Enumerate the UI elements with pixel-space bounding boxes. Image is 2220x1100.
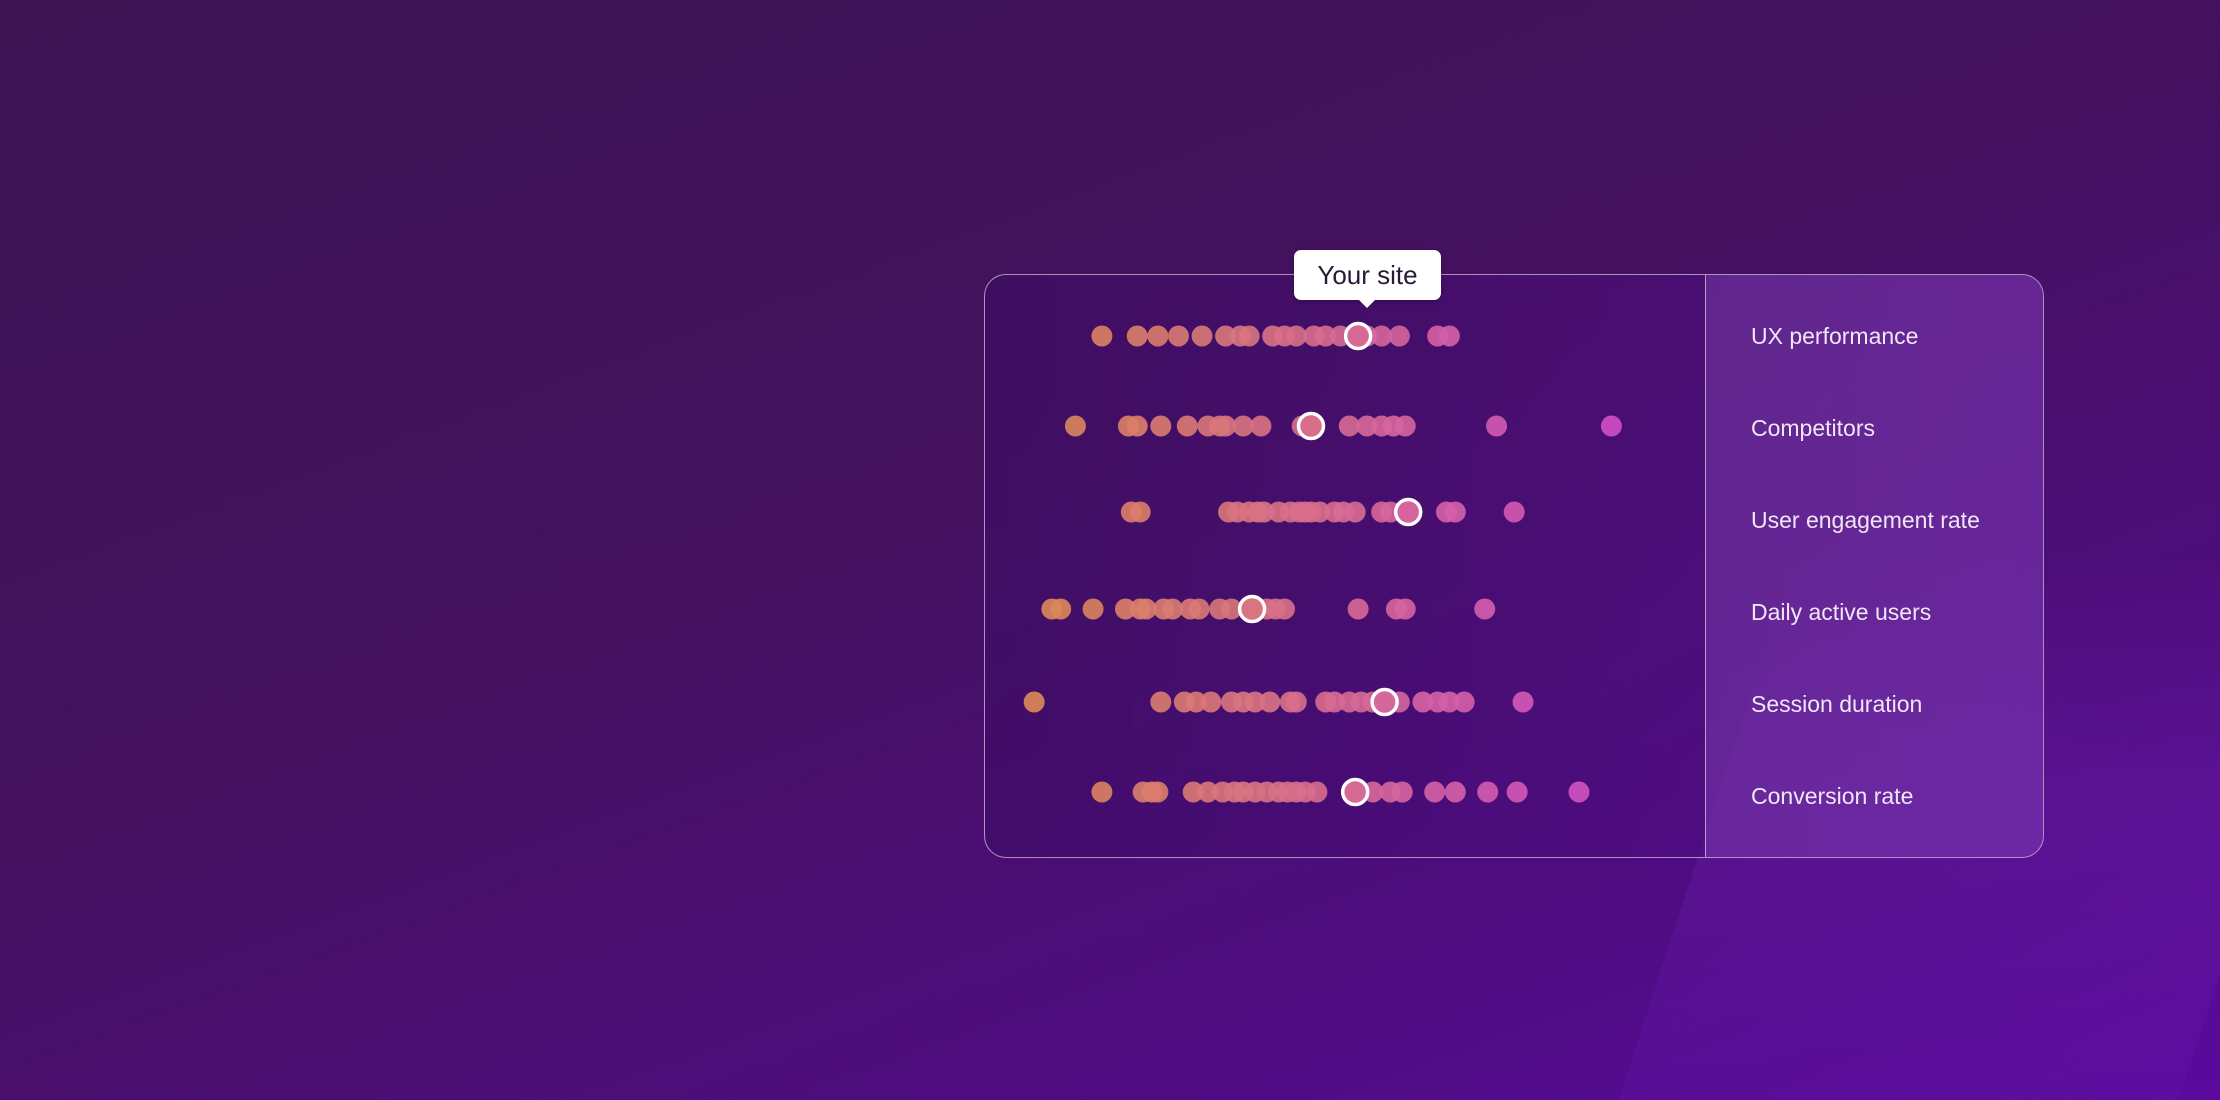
row-label-session-duration: Session duration bbox=[1751, 691, 1923, 717]
row-label-user-engagement-rate: User engagement rate bbox=[1751, 507, 1980, 533]
data-point[interactable] bbox=[1220, 598, 1242, 620]
data-point[interactable] bbox=[1250, 415, 1272, 437]
data-point[interactable] bbox=[1438, 325, 1460, 347]
row-label-ux-performance: UX performance bbox=[1751, 323, 1919, 349]
data-point[interactable] bbox=[1126, 415, 1148, 437]
data-point[interactable] bbox=[1506, 781, 1528, 803]
data-point[interactable] bbox=[1253, 501, 1275, 523]
data-point[interactable] bbox=[1412, 691, 1434, 713]
data-point[interactable] bbox=[1091, 325, 1113, 347]
benchmark-card: UX performance Competitors User engageme… bbox=[984, 274, 2044, 858]
data-point[interactable] bbox=[1259, 691, 1281, 713]
data-point[interactable] bbox=[1023, 691, 1045, 713]
data-point[interactable] bbox=[1453, 691, 1475, 713]
data-point[interactable] bbox=[1215, 415, 1237, 437]
data-point[interactable] bbox=[1238, 325, 1260, 347]
data-point[interactable] bbox=[1191, 325, 1213, 347]
data-point[interactable] bbox=[1477, 781, 1499, 803]
your-site-point[interactable] bbox=[1393, 497, 1423, 527]
data-point[interactable] bbox=[1338, 415, 1360, 437]
data-point[interactable] bbox=[1091, 781, 1113, 803]
data-point[interactable] bbox=[1486, 415, 1508, 437]
data-point[interactable] bbox=[1150, 415, 1172, 437]
data-point[interactable] bbox=[1388, 325, 1410, 347]
data-point[interactable] bbox=[1147, 781, 1169, 803]
data-point[interactable] bbox=[1050, 598, 1072, 620]
data-point[interactable] bbox=[1188, 598, 1210, 620]
data-point[interactable] bbox=[1232, 415, 1254, 437]
data-point[interactable] bbox=[1285, 691, 1307, 713]
data-point[interactable] bbox=[1215, 325, 1237, 347]
data-point[interactable] bbox=[1347, 598, 1369, 620]
data-point[interactable] bbox=[1438, 691, 1460, 713]
your-site-point[interactable] bbox=[1340, 777, 1370, 807]
data-point[interactable] bbox=[1273, 598, 1295, 620]
data-point[interactable] bbox=[1306, 781, 1328, 803]
data-point[interactable] bbox=[1082, 598, 1104, 620]
data-point[interactable] bbox=[1244, 691, 1266, 713]
tooltip-pointer bbox=[1358, 299, 1376, 308]
data-point[interactable] bbox=[1371, 325, 1393, 347]
data-point[interactable] bbox=[1126, 325, 1148, 347]
your-site-tooltip: Your site bbox=[1294, 250, 1441, 300]
row-label-daily-active-users: Daily active users bbox=[1751, 599, 1932, 625]
data-point[interactable] bbox=[1114, 598, 1136, 620]
data-point[interactable] bbox=[1285, 325, 1307, 347]
your-site-point[interactable] bbox=[1343, 321, 1373, 351]
data-point[interactable] bbox=[1150, 691, 1172, 713]
data-point[interactable] bbox=[1474, 598, 1496, 620]
row-label-competitors: Competitors bbox=[1751, 415, 1875, 441]
data-point[interactable] bbox=[1444, 501, 1466, 523]
data-point[interactable] bbox=[1394, 598, 1416, 620]
data-point[interactable] bbox=[1200, 691, 1222, 713]
data-point[interactable] bbox=[1064, 415, 1086, 437]
data-point[interactable] bbox=[1444, 781, 1466, 803]
data-point[interactable] bbox=[1394, 415, 1416, 437]
data-point[interactable] bbox=[1315, 325, 1337, 347]
data-point[interactable] bbox=[1424, 781, 1446, 803]
data-point[interactable] bbox=[1600, 415, 1622, 437]
data-point[interactable] bbox=[1135, 598, 1157, 620]
data-point[interactable] bbox=[1167, 325, 1189, 347]
data-point[interactable] bbox=[1568, 781, 1590, 803]
data-point[interactable] bbox=[1185, 691, 1207, 713]
data-point[interactable] bbox=[1309, 501, 1331, 523]
your-site-point[interactable] bbox=[1237, 594, 1267, 624]
data-point[interactable] bbox=[1344, 501, 1366, 523]
data-point[interactable] bbox=[1162, 598, 1184, 620]
your-site-point[interactable] bbox=[1296, 411, 1326, 441]
data-point[interactable] bbox=[1356, 415, 1378, 437]
data-point[interactable] bbox=[1503, 501, 1525, 523]
dot-plot bbox=[1023, 315, 1633, 850]
data-point[interactable] bbox=[1324, 691, 1346, 713]
data-point[interactable] bbox=[1176, 415, 1198, 437]
your-site-point[interactable] bbox=[1370, 687, 1399, 717]
row-label-conversion-rate: Conversion rate bbox=[1751, 783, 1914, 809]
data-point[interactable] bbox=[1182, 781, 1204, 803]
data-point[interactable] bbox=[1197, 781, 1219, 803]
data-point[interactable] bbox=[1129, 501, 1151, 523]
data-point[interactable] bbox=[1512, 691, 1534, 713]
metric-labels-panel: UX performance Competitors User engageme… bbox=[1705, 275, 2043, 857]
data-point[interactable] bbox=[1147, 325, 1169, 347]
data-point[interactable] bbox=[1391, 781, 1413, 803]
